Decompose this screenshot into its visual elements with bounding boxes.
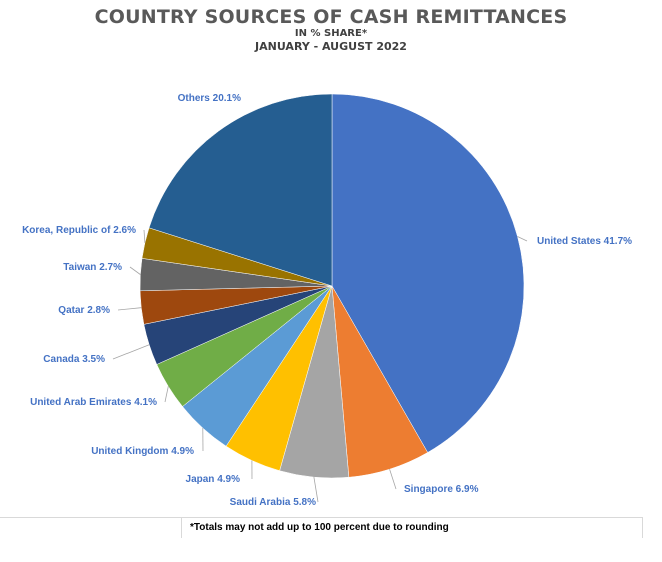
divider-line (0, 517, 181, 518)
leader-line (117, 307, 142, 311)
slice-label: Others 20.1% (178, 93, 241, 104)
slice-label: United States 41.7% (537, 236, 632, 247)
slice-label: Taiwan 2.7% (63, 262, 122, 273)
chart-title: COUNTRY SOURCES OF CASH REMITTANCES (94, 6, 568, 28)
pie-slice (148, 93, 333, 287)
chart-subtitle: IN % SHARE* (294, 28, 368, 39)
slice-label: Japan 4.9% (186, 474, 241, 485)
slice-label: Saudi Arabia 5.8% (230, 497, 316, 508)
slice-label: United Kingdom 4.9% (91, 446, 194, 457)
leader-line (164, 386, 169, 403)
leader-line (517, 236, 528, 242)
chart-period: JANUARY - AUGUST 2022 (255, 40, 407, 53)
slice-label: Korea, Republic of 2.6% (22, 225, 136, 236)
slice-label: Canada 3.5% (43, 354, 105, 365)
leader-line (313, 477, 319, 503)
slice-label: Singapore 6.9% (404, 484, 479, 495)
leader-line (112, 344, 150, 360)
slice-label: Qatar 2.8% (58, 305, 110, 316)
leader-line (389, 469, 397, 490)
leader-line (129, 266, 141, 275)
footnote-box: *Totals may not add up to 100 percent du… (181, 517, 643, 538)
leader-line (143, 229, 146, 243)
slice-label: United Arab Emirates 4.1% (30, 397, 157, 408)
footnote: *Totals may not add up to 100 percent du… (190, 522, 449, 533)
